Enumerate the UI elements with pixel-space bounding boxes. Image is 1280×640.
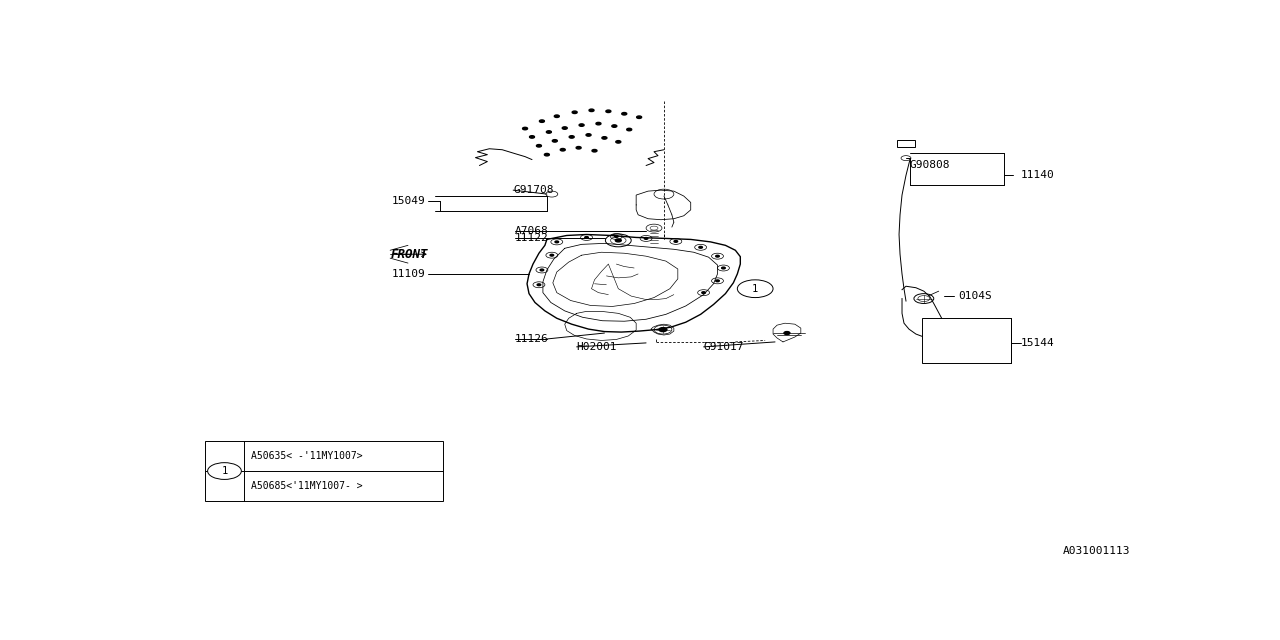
Circle shape (675, 241, 677, 243)
Circle shape (572, 111, 577, 113)
Circle shape (547, 131, 552, 133)
Text: 1: 1 (753, 284, 758, 294)
Circle shape (536, 145, 541, 147)
Circle shape (716, 255, 719, 257)
Text: 11122: 11122 (515, 234, 549, 243)
Circle shape (644, 237, 648, 239)
Circle shape (627, 128, 632, 131)
Circle shape (596, 122, 600, 125)
Circle shape (616, 141, 621, 143)
Circle shape (783, 332, 790, 335)
Text: 11126: 11126 (515, 334, 549, 344)
Text: G90808: G90808 (910, 159, 951, 170)
Text: A031001113: A031001113 (1062, 546, 1130, 556)
Text: 15049: 15049 (392, 196, 426, 206)
Circle shape (576, 147, 581, 149)
Circle shape (539, 120, 544, 122)
Circle shape (716, 280, 719, 282)
Text: A50685<'11MY1007- >: A50685<'11MY1007- > (251, 481, 364, 491)
Circle shape (556, 241, 558, 243)
Text: A50635< -'11MY1007>: A50635< -'11MY1007> (251, 451, 364, 461)
Text: FRONT: FRONT (390, 248, 428, 260)
Circle shape (544, 154, 549, 156)
Circle shape (540, 269, 544, 271)
Circle shape (207, 463, 242, 479)
Circle shape (636, 116, 641, 118)
Text: G91708: G91708 (513, 185, 554, 195)
Text: 11140: 11140 (1021, 170, 1055, 180)
Circle shape (522, 127, 527, 130)
Circle shape (616, 239, 621, 242)
Circle shape (605, 110, 611, 113)
Text: 0104S: 0104S (959, 291, 992, 301)
Circle shape (579, 124, 584, 126)
Circle shape (659, 328, 667, 332)
Circle shape (612, 125, 617, 127)
Circle shape (586, 134, 591, 136)
Circle shape (570, 136, 575, 138)
Circle shape (589, 109, 594, 111)
Bar (205, 442, 443, 500)
Circle shape (722, 267, 726, 269)
Bar (922, 318, 1011, 363)
Bar (897, 140, 915, 147)
Text: G91017: G91017 (704, 342, 744, 352)
Circle shape (622, 113, 627, 115)
Circle shape (593, 150, 596, 152)
Circle shape (699, 246, 703, 248)
Circle shape (562, 127, 567, 129)
Circle shape (550, 254, 554, 256)
Circle shape (538, 284, 540, 285)
Circle shape (530, 136, 535, 138)
Circle shape (614, 236, 618, 237)
Circle shape (602, 137, 607, 139)
Text: 1: 1 (221, 466, 228, 476)
Circle shape (585, 237, 589, 238)
Text: A7068: A7068 (515, 225, 549, 236)
Text: 15144: 15144 (1021, 338, 1055, 348)
Circle shape (701, 292, 705, 294)
Text: H02001: H02001 (576, 342, 617, 352)
Circle shape (554, 115, 559, 118)
Circle shape (553, 140, 557, 142)
Text: 11109: 11109 (392, 269, 426, 279)
Circle shape (561, 148, 566, 151)
